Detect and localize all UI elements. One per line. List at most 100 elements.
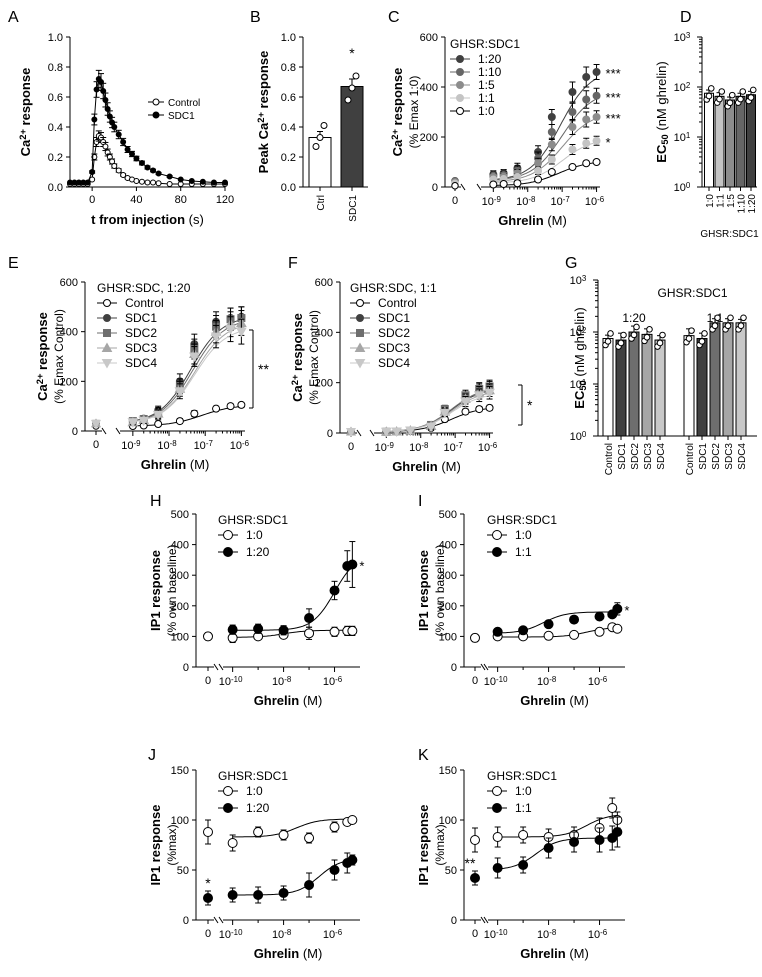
legend-title: GHSR:SDC1 <box>450 37 520 51</box>
series-control <box>67 130 228 187</box>
series-1-0 <box>451 158 601 190</box>
label-main: 10 <box>444 442 456 454</box>
fit-curve <box>493 117 597 182</box>
label-superscript: -8 <box>284 928 292 937</box>
legend-marker <box>223 803 233 813</box>
significance-marker: * <box>205 875 211 891</box>
legend-marker <box>354 342 366 352</box>
label-main: Peak Ca <box>256 122 271 173</box>
significance-marker: * <box>349 45 355 61</box>
y-tick-label: 0.8 <box>48 62 63 74</box>
y-tick-label: 101 <box>570 378 587 391</box>
axis-break <box>218 663 224 671</box>
data-point <box>439 408 451 419</box>
x-tick-label: Control <box>604 443 615 475</box>
data-point <box>518 830 529 840</box>
y-tick-label: 200 <box>171 601 189 613</box>
data-point <box>592 113 601 121</box>
y-axis-label: IP1 response <box>416 805 431 886</box>
data-point <box>568 123 577 131</box>
label-main: 10 <box>551 196 563 208</box>
label-main: 10 <box>588 929 600 941</box>
data-point <box>724 322 732 330</box>
label-main: Ca <box>18 139 33 156</box>
data-point <box>253 827 264 837</box>
legend-entry: 1:20 <box>478 52 502 66</box>
axis-break <box>356 429 362 437</box>
x-tick-label: 10-10 <box>219 928 243 941</box>
label-superscript: 2 <box>582 326 586 335</box>
data-point <box>89 169 96 175</box>
data-point <box>707 85 715 92</box>
data-point <box>329 865 340 875</box>
x-tick-label: Control <box>685 443 696 475</box>
y-axis-label-unit: (% Emax Control) <box>52 309 66 404</box>
data-point <box>737 322 745 330</box>
x-label-main: Ghrelin <box>498 213 544 228</box>
data-point <box>329 585 340 596</box>
x-label-unit: (M) <box>299 693 322 708</box>
y-tick-label: 400 <box>171 540 189 552</box>
panel-a: A 0.0 0.2 0.4 0.6 0.8 1.0 0 40 80 120 Ca2+ response… <box>8 9 234 227</box>
x-tick-label: 10-8 <box>537 675 557 688</box>
x-axis-label: Ghrelin (M) <box>392 459 461 474</box>
label-main: 10 <box>272 676 284 688</box>
y-tick-label: 150 <box>439 765 457 777</box>
label-main: 10 <box>219 929 231 941</box>
x-tick-label: Ctrl <box>316 195 327 211</box>
label-main: EC <box>572 390 587 409</box>
series-sdc2 <box>92 306 246 428</box>
x-label-main: Ghrelin <box>520 693 566 708</box>
data-point <box>316 134 324 141</box>
y-tick-label: 0 <box>183 915 189 927</box>
y-axis-label-unit: (% Emax 1:0) <box>407 76 421 149</box>
y-tick-label: 100 <box>439 815 457 827</box>
y-tick-label: 400 <box>420 82 438 94</box>
x-axis-label: Ghrelin (M) <box>520 693 589 708</box>
panel-label: K <box>418 747 429 764</box>
data-point <box>594 611 605 622</box>
series-1-1: * <box>492 602 629 637</box>
data-point <box>188 352 200 363</box>
legend-marker <box>456 94 464 102</box>
label-main: Ca <box>35 383 50 400</box>
legend-marker <box>103 299 111 307</box>
data-point <box>304 613 315 624</box>
legend-entry: 1:0 <box>515 784 532 798</box>
bar-control <box>602 337 614 437</box>
data-point <box>115 131 122 138</box>
label-rest: (nM ghrelin) <box>572 307 587 380</box>
x-label-unit: (M) <box>438 459 461 474</box>
axis-break <box>218 916 224 924</box>
y-tick-label: 103 <box>674 31 691 44</box>
label-main: 10 <box>516 196 528 208</box>
legend-entry: SDC3 <box>125 341 157 355</box>
fit-curve <box>493 98 597 181</box>
x-axis-label: Ghrelin (M) <box>520 946 589 961</box>
y-axis-label: Ca2+ response <box>35 312 50 401</box>
data-point <box>547 140 556 149</box>
data-point <box>188 178 195 184</box>
x-tick-label: 0 <box>452 195 458 207</box>
x-tick-label: SDC1 <box>617 443 628 470</box>
data-point <box>473 391 485 401</box>
label-superscript: -6 <box>597 195 605 204</box>
y-tick-label: 103 <box>570 274 587 287</box>
legend-entry: 1:20 <box>246 545 270 559</box>
label-superscript: 2+ <box>35 373 45 384</box>
x-tick-label: 10-9 <box>482 195 502 208</box>
data-point <box>347 625 358 636</box>
axis-break <box>369 429 375 437</box>
data-point <box>543 619 554 630</box>
data-point <box>485 403 494 412</box>
y-tick-label: 0.0 <box>281 182 296 194</box>
data-point <box>607 803 618 813</box>
x-label-main: Ghrelin <box>141 457 187 472</box>
label-main: 10 <box>121 440 133 452</box>
legend-entry: 1:1 <box>515 801 532 815</box>
y-tick-label: 400 <box>439 540 457 552</box>
x-tick-label: 10-8 <box>157 439 177 452</box>
y-axis-label-unit: (% Emax Control) <box>307 310 321 405</box>
